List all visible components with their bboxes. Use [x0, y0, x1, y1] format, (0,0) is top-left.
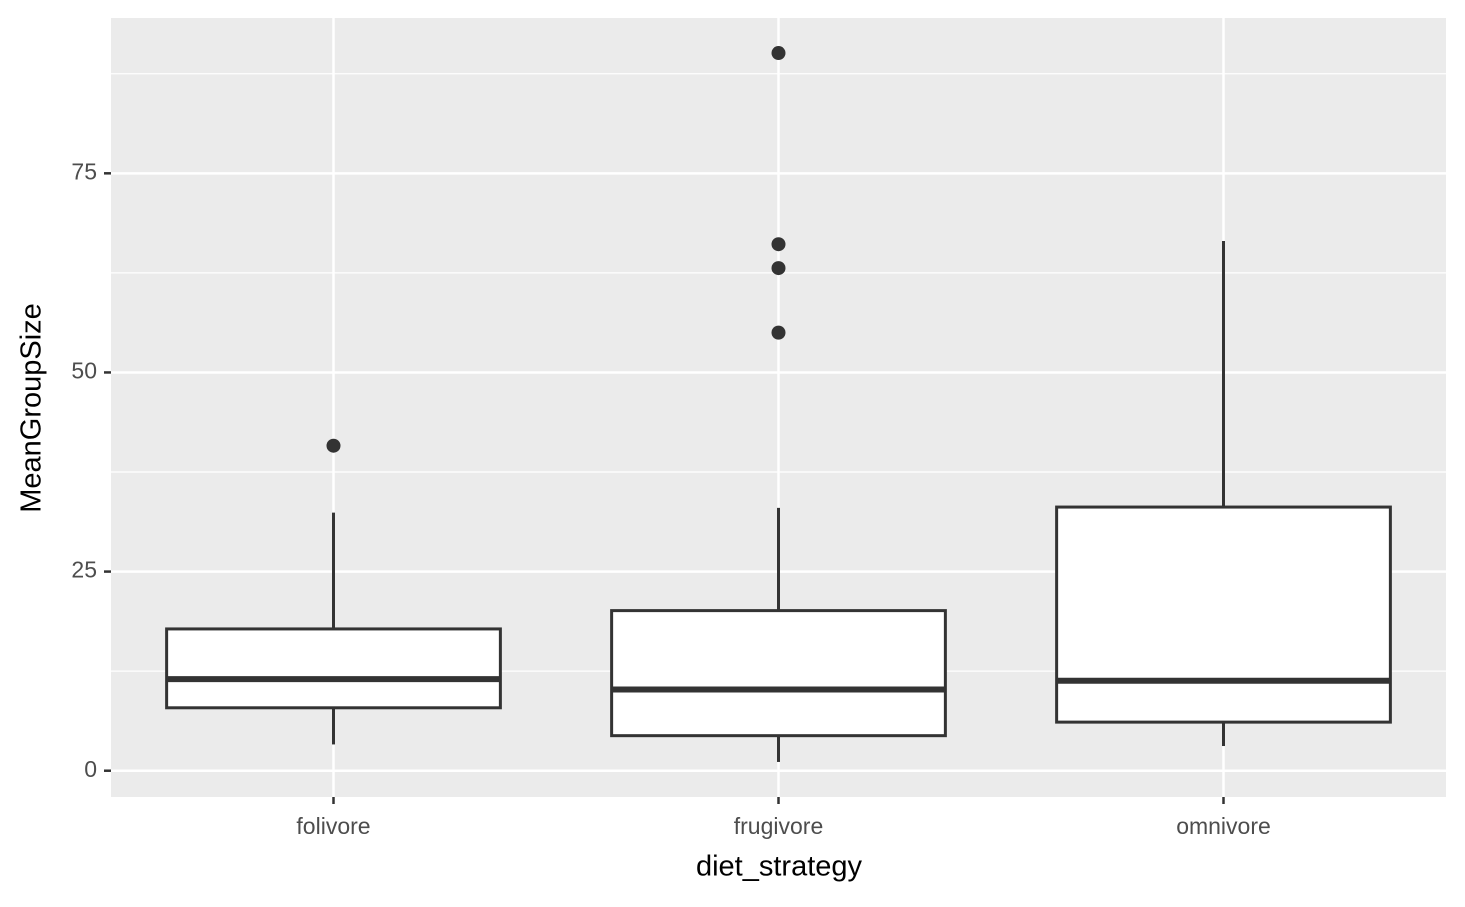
box [610, 609, 947, 738]
x-axis-title: diet_strategy [696, 851, 863, 883]
outlier [771, 325, 786, 340]
x-tick-label: omnivore [1176, 813, 1271, 839]
outlier [326, 438, 341, 453]
outlier [771, 46, 786, 61]
x-tick-label: frugivore [734, 813, 823, 839]
y-tick-label: 75 [71, 158, 97, 184]
x-tick-label: folivore [296, 813, 370, 839]
y-tick-label: 25 [71, 557, 97, 583]
outlier [771, 261, 786, 276]
y-axis-title: MeanGroupSize [16, 303, 48, 513]
box [1055, 505, 1392, 724]
y-tick-label: 0 [84, 756, 97, 782]
box [165, 627, 502, 710]
y-tick-label: 50 [71, 358, 97, 384]
outlier [771, 237, 786, 252]
